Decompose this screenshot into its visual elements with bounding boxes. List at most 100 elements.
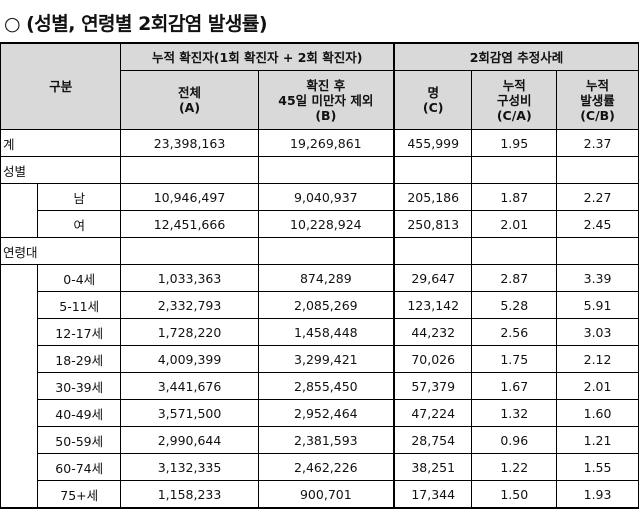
cell-rate: 2.45 <box>556 210 639 238</box>
table-row: 18-29세 4,009,399 3,299,421 70,026 1.75 2.12 <box>0 345 639 373</box>
header-category: 구분 <box>0 42 122 130</box>
header-rate: 누적 발생률 (C/B) <box>556 70 639 130</box>
table-row: 여 12,451,666 10,228,924 250,813 2.01 2.4… <box>0 210 639 238</box>
row-label: 75+세 <box>37 480 122 509</box>
cell-ratio: 2.01 <box>471 210 558 238</box>
section-label-age: 연령대 <box>0 237 38 265</box>
bullet-icon: ○ <box>4 13 21 35</box>
cell-ratio: 1.87 <box>471 183 558 211</box>
age-rows: 0-4세 1,033,363 874,289 29,647 2.87 3.39 5-11세 2… <box>0 264 639 509</box>
cell-excluded: 2,462,226 <box>257 453 395 481</box>
table-row: 5-11세 2,332,793 2,085,269 123,142 5.28 5.91 <box>0 291 639 319</box>
cell-rate: 1.21 <box>556 426 639 454</box>
row-label: 남 <box>37 183 122 211</box>
cell-count: 28,754 <box>393 426 473 454</box>
section-label-sex: 성별 <box>0 156 38 184</box>
cell-rate: 5.91 <box>556 291 639 319</box>
cell-count: 123,142 <box>393 291 473 319</box>
row-label: 60-74세 <box>37 453 122 481</box>
cell-excluded: 10,228,924 <box>257 210 395 238</box>
header-ratio: 누적 구성비 (C/A) <box>471 70 558 130</box>
cell-excluded: 2,952,464 <box>257 399 395 427</box>
cell-excluded: 2,085,269 <box>257 291 395 319</box>
cell-ratio: 2.87 <box>471 264 558 292</box>
cell-total: 2,990,644 <box>120 426 259 454</box>
cell-rate: 2.37 <box>556 129 639 157</box>
infection-rate-table: 구분 누적 확진자(1회 확진자 + 2회 확진자) 2회감염 추정사례 전체(… <box>0 42 639 509</box>
row-label: 40-49세 <box>37 399 122 427</box>
cell-total: 1,158,233 <box>120 480 259 509</box>
cell-excluded: 1,458,448 <box>257 318 395 346</box>
header-reinfection: 2회감염 추정사례 <box>393 42 639 71</box>
cell-count: 47,224 <box>393 399 473 427</box>
row-label: 여 <box>37 210 122 238</box>
header-row-bottom: 전체 (A) 확진 후 45일 미만자 제외 (B) 명 (C) 누적 구성비 (C/A) … <box>1 70 639 130</box>
row-label: 5-11세 <box>37 291 122 319</box>
cell-total: 4,009,399 <box>120 345 259 373</box>
cell-count: 70,026 <box>393 345 473 373</box>
section-row-sex: 성별 <box>0 156 639 184</box>
table-row: 40-49세 3,571,500 2,952,464 47,224 1.32 1.60 <box>0 399 639 427</box>
cell-ratio: 0.96 <box>471 426 558 454</box>
cell-ratio: 1.95 <box>471 129 558 157</box>
cell-total: 10,946,497 <box>120 183 259 211</box>
cell-count: 38,251 <box>393 453 473 481</box>
cell-total: 2,332,793 <box>120 291 259 319</box>
header-count: 명 (C) <box>393 70 473 130</box>
table-row: 12-17세 1,728,220 1,458,448 44,232 2.56 3.03 <box>0 318 639 346</box>
cell-total: 12,451,666 <box>120 210 259 238</box>
cell-excluded: 900,701 <box>257 480 395 509</box>
cell-ratio: 1.67 <box>471 372 558 400</box>
header-excluded: 확진 후 45일 미만자 제외 (B) <box>257 70 395 130</box>
header-total: 전체 (A) <box>120 70 259 130</box>
table-row: 남 10,946,497 9,040,937 205,186 1.87 2.27 <box>0 183 639 211</box>
total-row: 계 23,398,163 19,269,861 455,999 1.95 2.3… <box>0 129 639 157</box>
cell-excluded: 2,381,593 <box>257 426 395 454</box>
cell-total: 1,728,220 <box>120 318 259 346</box>
cell-rate: 1.60 <box>556 399 639 427</box>
table-row: 50-59세 2,990,644 2,381,593 28,754 0.96 1.21 <box>0 426 639 454</box>
cell-ratio: 1.22 <box>471 453 558 481</box>
cell-rate: 2.27 <box>556 183 639 211</box>
row-label: 18-29세 <box>37 345 122 373</box>
table-row: 60-74세 3,132,335 2,462,226 38,251 1.22 1.55 <box>0 453 639 481</box>
cell-count: 17,344 <box>393 480 473 509</box>
cell-rate: 1.93 <box>556 480 639 509</box>
cell-total: 3,132,335 <box>120 453 259 481</box>
table-row: 75+세 1,158,233 900,701 17,344 1.50 1.93 <box>0 480 639 509</box>
cell-ratio: 5.28 <box>471 291 558 319</box>
row-label: 12-17세 <box>37 318 122 346</box>
header-cumulative-cases: 누적 확진자(1회 확진자 + 2회 확진자) <box>120 42 395 71</box>
cell-excluded: 2,855,450 <box>257 372 395 400</box>
cell-total: 23,398,163 <box>120 129 259 157</box>
cell-excluded: 3,299,421 <box>257 345 395 373</box>
cell-rate: 1.55 <box>556 453 639 481</box>
header-row-top: 구분 누적 확진자(1회 확진자 + 2회 확진자) 2회감염 추정사례 <box>0 42 639 130</box>
cell-excluded: 19,269,861 <box>257 129 395 157</box>
cell-count: 205,186 <box>393 183 473 211</box>
cell-count: 57,379 <box>393 372 473 400</box>
cell-total: 1,033,363 <box>120 264 259 292</box>
cell-total: 3,571,500 <box>120 399 259 427</box>
cell-excluded: 9,040,937 <box>257 183 395 211</box>
row-label: 30-39세 <box>37 372 122 400</box>
cell-rate: 2.01 <box>556 372 639 400</box>
cell-rate: 3.03 <box>556 318 639 346</box>
cell-ratio: 2.56 <box>471 318 558 346</box>
cell-rate: 2.12 <box>556 345 639 373</box>
section-row-age: 연령대 <box>0 237 639 265</box>
row-label: 0-4세 <box>37 264 122 292</box>
cell-excluded: 874,289 <box>257 264 395 292</box>
row-label: 계 <box>0 129 38 157</box>
row-label: 50-59세 <box>37 426 122 454</box>
cell-ratio: 1.75 <box>471 345 558 373</box>
cell-count: 455,999 <box>393 129 473 157</box>
cell-count: 29,647 <box>393 264 473 292</box>
table-title: ○ (성별, 연령별 2회감염 발생률) <box>4 9 268 36</box>
cell-rate: 3.39 <box>556 264 639 292</box>
cell-ratio: 1.32 <box>471 399 558 427</box>
table-title-text: (성별, 연령별 2회감염 발생률) <box>26 13 268 35</box>
cell-ratio: 1.50 <box>471 480 558 509</box>
table-row: 0-4세 1,033,363 874,289 29,647 2.87 3.39 <box>0 264 639 292</box>
cell-count: 44,232 <box>393 318 473 346</box>
